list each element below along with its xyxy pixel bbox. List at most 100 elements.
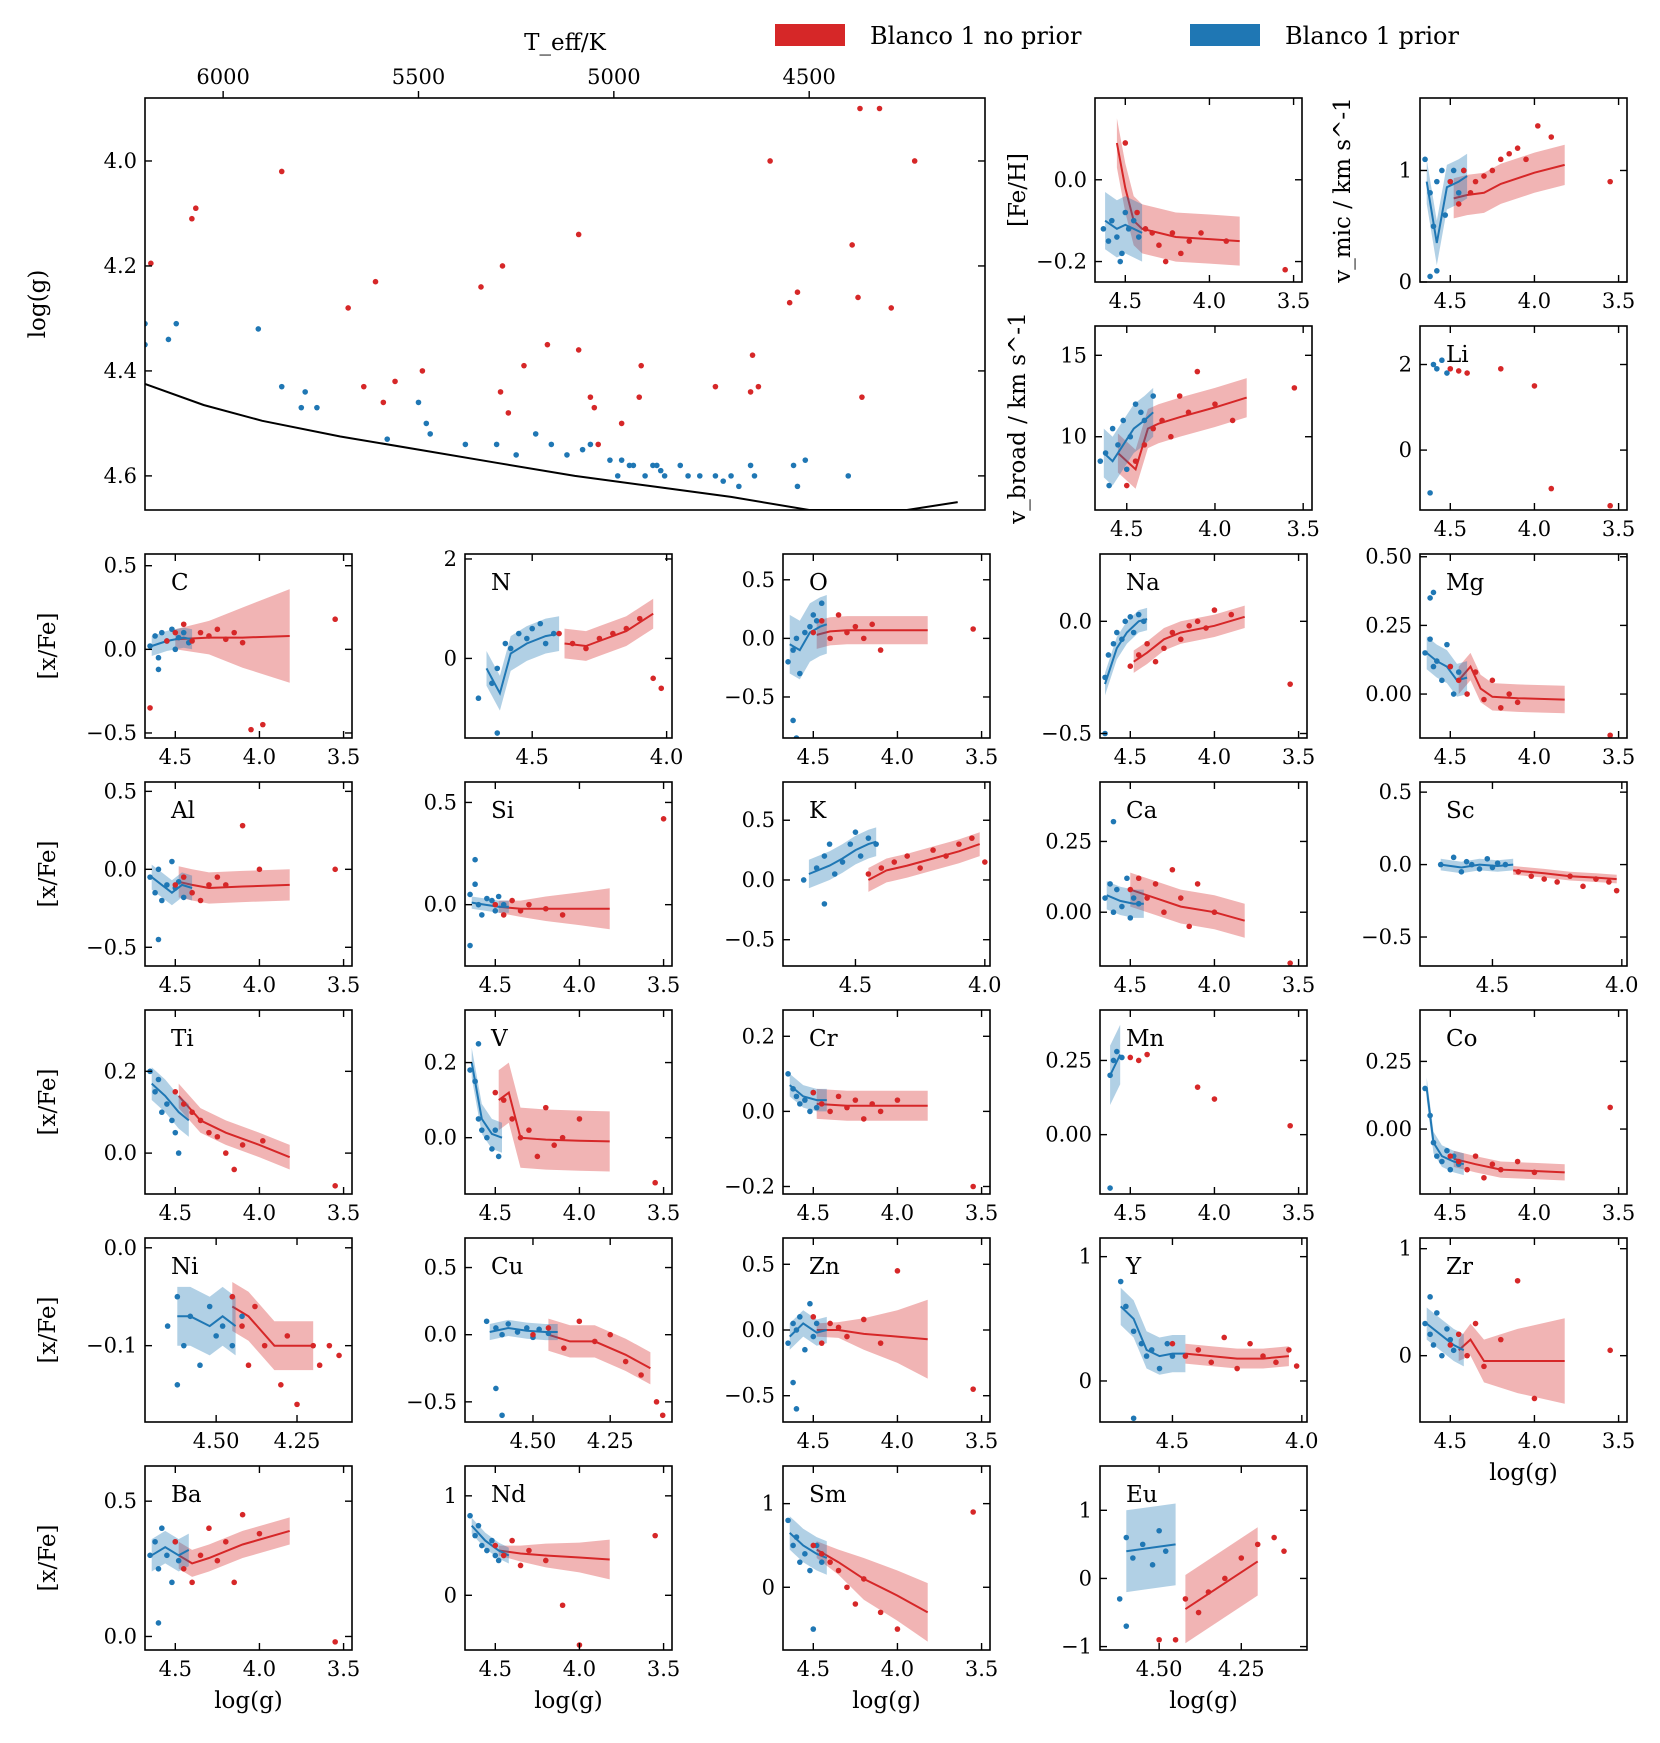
no-prior-point <box>1186 623 1192 629</box>
no-prior-point <box>248 726 254 733</box>
no-prior-line <box>1133 615 1245 663</box>
prior-point <box>513 452 519 458</box>
no-prior-point <box>1281 1548 1287 1554</box>
no-prior-point <box>818 1101 825 1107</box>
element-label: N <box>491 570 511 596</box>
prior-point <box>155 666 162 673</box>
prior-line <box>470 1062 503 1139</box>
no-prior-point <box>835 1324 842 1331</box>
prior-point <box>630 462 637 469</box>
x-tick-label: 4.0 <box>1605 973 1638 997</box>
prior-point <box>164 1552 170 1559</box>
axes-frame <box>1419 1009 1628 1195</box>
no-prior-point <box>610 630 616 637</box>
no-prior-point <box>1161 909 1167 916</box>
y-tick-label: 0.0 <box>742 1318 775 1342</box>
no-prior-point <box>749 352 756 358</box>
prior-point <box>785 1517 791 1524</box>
no-prior-point <box>1212 401 1218 407</box>
x-tick-label: 4.5 <box>1434 517 1467 541</box>
no-prior-point <box>1211 909 1218 916</box>
no-prior-point <box>1606 879 1612 885</box>
prior-point <box>785 659 791 665</box>
no-prior-point <box>345 305 351 311</box>
prior-point <box>587 441 594 448</box>
prior-point <box>472 856 478 863</box>
no-prior-point <box>1464 370 1470 376</box>
no-prior-point <box>650 675 656 682</box>
no-prior-point <box>189 215 195 222</box>
no-prior-point <box>332 1639 338 1645</box>
prior-point <box>1422 156 1428 163</box>
no-prior-point <box>576 1318 583 1325</box>
prior-point <box>467 891 473 898</box>
panel-K: 4.5 4.0 0.5 0.0 −0.5 K <box>724 781 1002 997</box>
y-tick-label: 0.00 <box>1365 682 1412 706</box>
no-prior-point <box>231 1166 237 1173</box>
no-prior-point <box>261 1342 268 1349</box>
no-prior-point <box>894 1268 901 1274</box>
y-tick-label: 4.2 <box>104 254 137 278</box>
y-tick-label: 4.6 <box>104 464 137 488</box>
no-prior-point <box>1123 482 1130 489</box>
no-prior-point <box>1554 879 1560 885</box>
y-tick-label: 0.0 <box>1054 168 1087 192</box>
x-tick-label: 4.0 <box>968 973 1001 997</box>
no-prior-point <box>239 1511 246 1518</box>
prior-line <box>485 632 560 696</box>
prior-point <box>1130 895 1137 901</box>
x-tick-label: 4.5 <box>1109 289 1142 313</box>
prior-point <box>1434 1310 1440 1316</box>
prior-point <box>1109 425 1116 432</box>
prior-line <box>151 636 193 647</box>
y-axis-label: log(g) <box>25 270 51 339</box>
prior-point <box>1116 1596 1123 1602</box>
prior-point <box>790 1086 796 1092</box>
prior-point <box>1444 370 1450 376</box>
no-prior-point <box>622 1358 629 1365</box>
no-prior-point <box>1607 732 1613 738</box>
element-label: Eu <box>1126 1482 1158 1508</box>
prior-point <box>492 1552 499 1559</box>
prior-point <box>493 1325 499 1331</box>
prior-point <box>493 441 500 448</box>
prior-point <box>495 1557 502 1564</box>
y-tick-label: 0.0 <box>104 1236 137 1260</box>
x-tick-label: 4.50 <box>193 1429 240 1453</box>
prior-point <box>1458 869 1465 875</box>
x-tick-label: 3.5 <box>327 1657 360 1681</box>
y-tick-label: 1 <box>1079 1245 1092 1269</box>
prior-point <box>500 901 507 908</box>
x-tick-label: 4.0 <box>243 973 276 997</box>
no-prior-point <box>970 1509 976 1515</box>
no-prior-point <box>844 629 850 636</box>
prior-point <box>172 1129 179 1136</box>
no-prior-band <box>178 866 290 904</box>
prior-point <box>810 612 817 618</box>
no-prior-point <box>1497 156 1504 163</box>
no-prior-point <box>860 1316 867 1323</box>
prior-point <box>159 629 165 636</box>
prior-band <box>471 1047 502 1153</box>
legend-label-no-prior: Blanco 1 no prior <box>870 22 1082 50</box>
prior-point <box>173 320 180 327</box>
no-prior-point <box>278 168 285 175</box>
prior-point <box>524 635 530 642</box>
prior-point <box>1422 650 1428 656</box>
panel-Mn: 4.5 4.0 3.5 0.25 0.00 Mn <box>1045 1009 1315 1225</box>
prior-point <box>736 483 742 490</box>
no-prior-point <box>180 1566 187 1572</box>
prior-point <box>1427 490 1433 496</box>
prior-point <box>155 866 162 873</box>
no-prior-point <box>818 1340 825 1346</box>
prior-point <box>661 473 668 479</box>
prior-point <box>1127 433 1134 440</box>
prior-point <box>1430 589 1437 596</box>
prior-point <box>423 420 430 427</box>
prior-point <box>169 858 175 865</box>
y-tick-label: −0.5 <box>1041 722 1092 746</box>
prior-point <box>536 1326 542 1333</box>
panel-li: 4.5 4.0 3.5 2 0 Li <box>1399 325 1635 541</box>
y-tick-label: 0.5 <box>424 1256 457 1280</box>
prior-point <box>790 1542 796 1549</box>
